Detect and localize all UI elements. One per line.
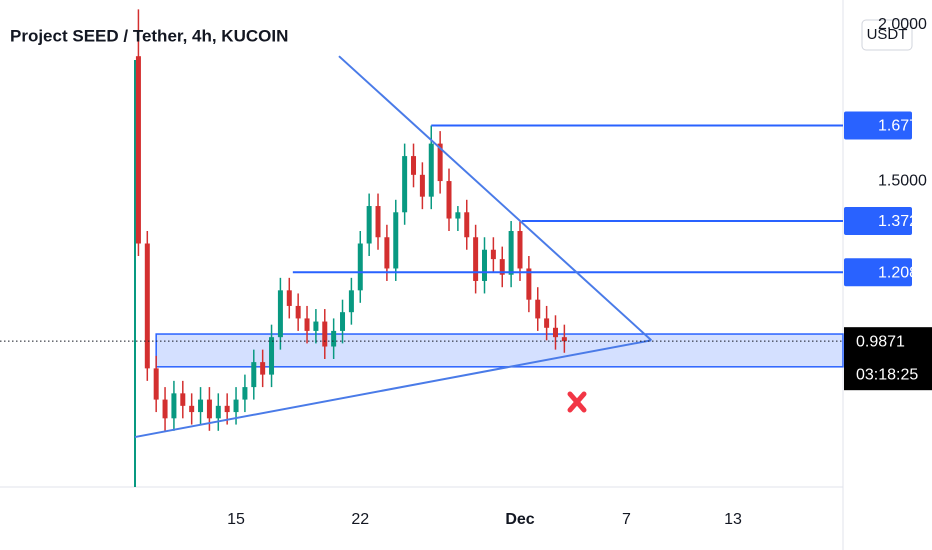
candle-body: [455, 212, 461, 219]
currency-button-label[interactable]: USDT: [867, 26, 908, 43]
candle-body: [437, 143, 443, 182]
candle-body: [269, 337, 275, 375]
candle-body: [171, 393, 177, 419]
candle-body: [224, 405, 230, 413]
candle-body: [340, 312, 346, 331]
candle-body: [508, 231, 514, 275]
x-tick-label: 15: [227, 511, 245, 528]
level-label-box: [844, 258, 912, 287]
candle-body: [313, 321, 319, 331]
candle-body: [198, 399, 204, 413]
level-label: 1.2081: [878, 264, 927, 281]
candle-body: [162, 399, 168, 419]
plot-area: [0, 9, 844, 439]
x-tick-label: Dec: [505, 511, 534, 528]
candle-body: [561, 337, 567, 342]
x-tick-label: 22: [351, 511, 369, 528]
candle-body: [135, 56, 141, 244]
y-tick-label: 1.5000: [878, 172, 927, 189]
candle-body: [499, 259, 505, 275]
x-icon-stroke: [567, 391, 587, 413]
candle-body: [535, 299, 541, 319]
candle-body: [419, 174, 425, 197]
candle-body: [464, 212, 470, 238]
level-label: 1.6779: [878, 118, 927, 135]
candle-body: [446, 181, 452, 219]
candle-body: [331, 330, 337, 347]
candle-body: [552, 327, 558, 338]
candle-body: [206, 399, 212, 419]
candle-body: [286, 290, 292, 306]
currency-button[interactable]: USDT: [861, 19, 913, 51]
candle-body: [153, 368, 159, 400]
level-label: 1.3720: [878, 213, 927, 230]
y-tick-label: 2.0000: [878, 16, 927, 33]
candle-body: [544, 318, 550, 328]
candle-body: [242, 387, 248, 400]
trend-line: [338, 55, 653, 342]
candle-body: [402, 156, 408, 213]
candle-body: [260, 362, 266, 375]
candle-body: [411, 156, 417, 175]
last-price-label: 0.9871: [856, 333, 905, 350]
candle-body: [277, 290, 283, 338]
trend-line: [134, 339, 652, 439]
candle-body: [428, 143, 434, 197]
candle-body: [295, 305, 301, 319]
candle-body: [473, 237, 479, 281]
countdown-label: 03:18:25: [856, 366, 918, 383]
candle-body: [348, 290, 354, 313]
candle-body: [189, 405, 195, 413]
candle-body: [526, 268, 532, 300]
x-tick-label: 13: [724, 511, 742, 528]
level-label-box: [844, 207, 912, 236]
candle-body: [482, 249, 488, 281]
candle-body: [180, 393, 186, 406]
sell-marker: [567, 391, 587, 413]
candle-body: [251, 362, 257, 388]
candle-body: [233, 399, 239, 413]
candle-body: [215, 405, 221, 419]
chart-title: Project SEED / Tether, 4h, KUCOIN: [10, 26, 288, 45]
last-price-box: [844, 327, 932, 391]
candle-body: [384, 237, 390, 269]
level-label-box: [844, 111, 912, 140]
candle-body: [393, 212, 399, 269]
x-tick-label: 7: [622, 511, 631, 528]
candle-body: [366, 206, 372, 244]
candle-body: [517, 231, 523, 269]
candle-body: [304, 318, 310, 331]
candle-body: [144, 243, 150, 369]
currency-button-box[interactable]: [861, 19, 913, 51]
candle-body: [357, 243, 363, 291]
candle-body: [322, 321, 328, 347]
support-zone: [155, 333, 844, 368]
candle-body: [375, 206, 381, 238]
candle-body: [490, 249, 496, 260]
